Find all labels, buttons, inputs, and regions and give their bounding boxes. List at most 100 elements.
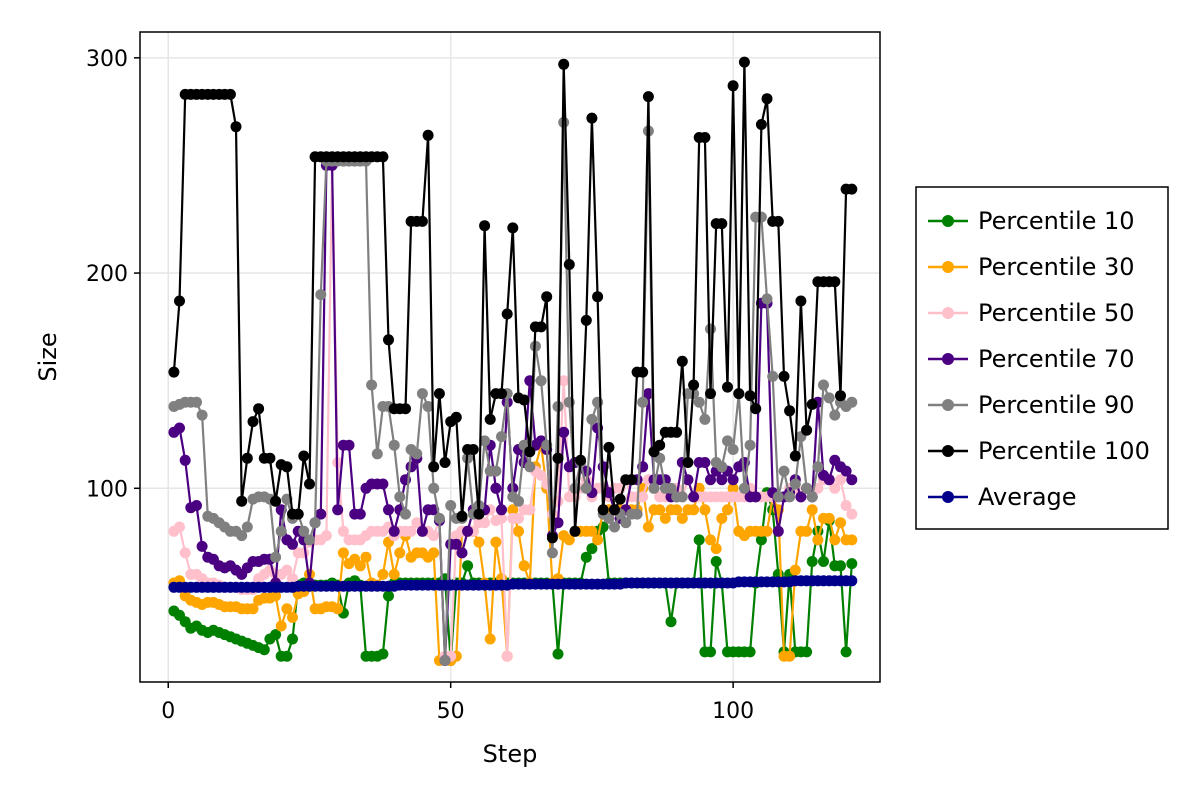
- data-point: [524, 504, 536, 516]
- series-average: [168, 575, 858, 593]
- data-point: [761, 293, 773, 305]
- data-point: [755, 534, 767, 546]
- x-tick-label: 50: [437, 699, 465, 724]
- data-point: [829, 534, 841, 546]
- data-point: [705, 323, 716, 335]
- data-point: [456, 547, 468, 559]
- data-point: [535, 375, 547, 387]
- data-point: [388, 568, 400, 580]
- legend-label: Percentile 50: [978, 299, 1135, 327]
- data-point: [298, 450, 310, 462]
- data-point: [281, 564, 293, 576]
- data-point: [552, 648, 564, 660]
- data-point: [761, 93, 773, 105]
- data-point: [377, 478, 389, 490]
- data-point: [377, 648, 389, 660]
- data-point: [377, 151, 389, 163]
- data-point: [304, 534, 315, 546]
- data-point: [518, 560, 530, 572]
- data-point: [806, 398, 818, 410]
- data-point: [659, 512, 671, 524]
- data-point: [654, 504, 666, 516]
- legend-label: Percentile 100: [978, 437, 1150, 465]
- data-point: [676, 355, 688, 367]
- series-group: [168, 56, 858, 666]
- data-point: [563, 534, 575, 546]
- data-point: [806, 556, 818, 567]
- data-point: [332, 603, 344, 615]
- legend-label: Average: [978, 483, 1077, 511]
- legend-item: Percentile 90: [928, 391, 1135, 419]
- data-point: [699, 457, 711, 468]
- data-point: [416, 388, 428, 400]
- data-point: [416, 525, 428, 537]
- data-point: [705, 388, 716, 400]
- data-point: [558, 375, 570, 387]
- data-point: [631, 508, 643, 520]
- data-point: [620, 517, 632, 529]
- data-point: [688, 491, 700, 503]
- data-point: [801, 646, 813, 658]
- legend-swatch-marker: [942, 215, 954, 227]
- data-point: [236, 495, 248, 507]
- data-point: [253, 403, 265, 415]
- data-point: [400, 508, 411, 520]
- data-point: [693, 396, 705, 408]
- data-point: [722, 435, 733, 447]
- data-point: [772, 491, 784, 503]
- data-point: [733, 388, 745, 400]
- series-percentile-100: [168, 56, 858, 544]
- data-point: [394, 547, 406, 559]
- legend-label: Percentile 70: [978, 345, 1135, 373]
- legend-swatch-marker: [942, 353, 954, 365]
- data-point: [501, 650, 513, 662]
- data-point: [586, 525, 598, 537]
- data-point: [789, 564, 801, 576]
- data-point: [738, 56, 750, 68]
- data-point: [388, 439, 400, 451]
- data-point: [179, 454, 191, 466]
- y-axis-label: Size: [34, 332, 62, 381]
- data-point: [626, 474, 637, 486]
- data-point: [383, 504, 394, 516]
- data-point: [270, 629, 282, 641]
- data-point: [761, 525, 773, 537]
- data-point: [586, 413, 598, 425]
- axis-ticks: 0 50 100 100 200 300: [86, 47, 754, 724]
- data-point: [270, 590, 282, 602]
- data-point: [439, 655, 451, 666]
- data-point: [846, 183, 858, 195]
- data-point: [784, 405, 796, 417]
- data-point: [755, 211, 767, 223]
- data-point: [755, 119, 767, 130]
- data-point: [428, 547, 440, 559]
- y-tick-label: 100: [86, 477, 128, 502]
- data-point: [428, 482, 440, 494]
- data-point: [230, 121, 242, 133]
- data-point: [281, 650, 293, 662]
- data-point: [642, 521, 654, 533]
- data-point: [422, 129, 434, 141]
- data-point: [411, 448, 423, 460]
- data-point: [716, 512, 728, 524]
- data-point: [546, 532, 558, 544]
- data-point: [806, 491, 818, 503]
- data-point: [784, 650, 796, 662]
- data-point: [552, 452, 564, 464]
- data-point: [535, 469, 547, 481]
- data-point: [196, 540, 208, 552]
- data-point: [716, 218, 728, 230]
- data-point: [496, 512, 507, 524]
- data-point: [496, 431, 507, 443]
- data-point: [236, 530, 248, 542]
- data-point: [716, 461, 728, 473]
- data-point: [394, 491, 406, 503]
- data-point: [507, 222, 519, 234]
- data-point: [507, 504, 519, 516]
- data-point: [727, 444, 739, 455]
- data-point: [411, 517, 423, 529]
- data-point: [258, 644, 270, 656]
- data-point: [270, 551, 282, 563]
- data-point: [484, 633, 496, 645]
